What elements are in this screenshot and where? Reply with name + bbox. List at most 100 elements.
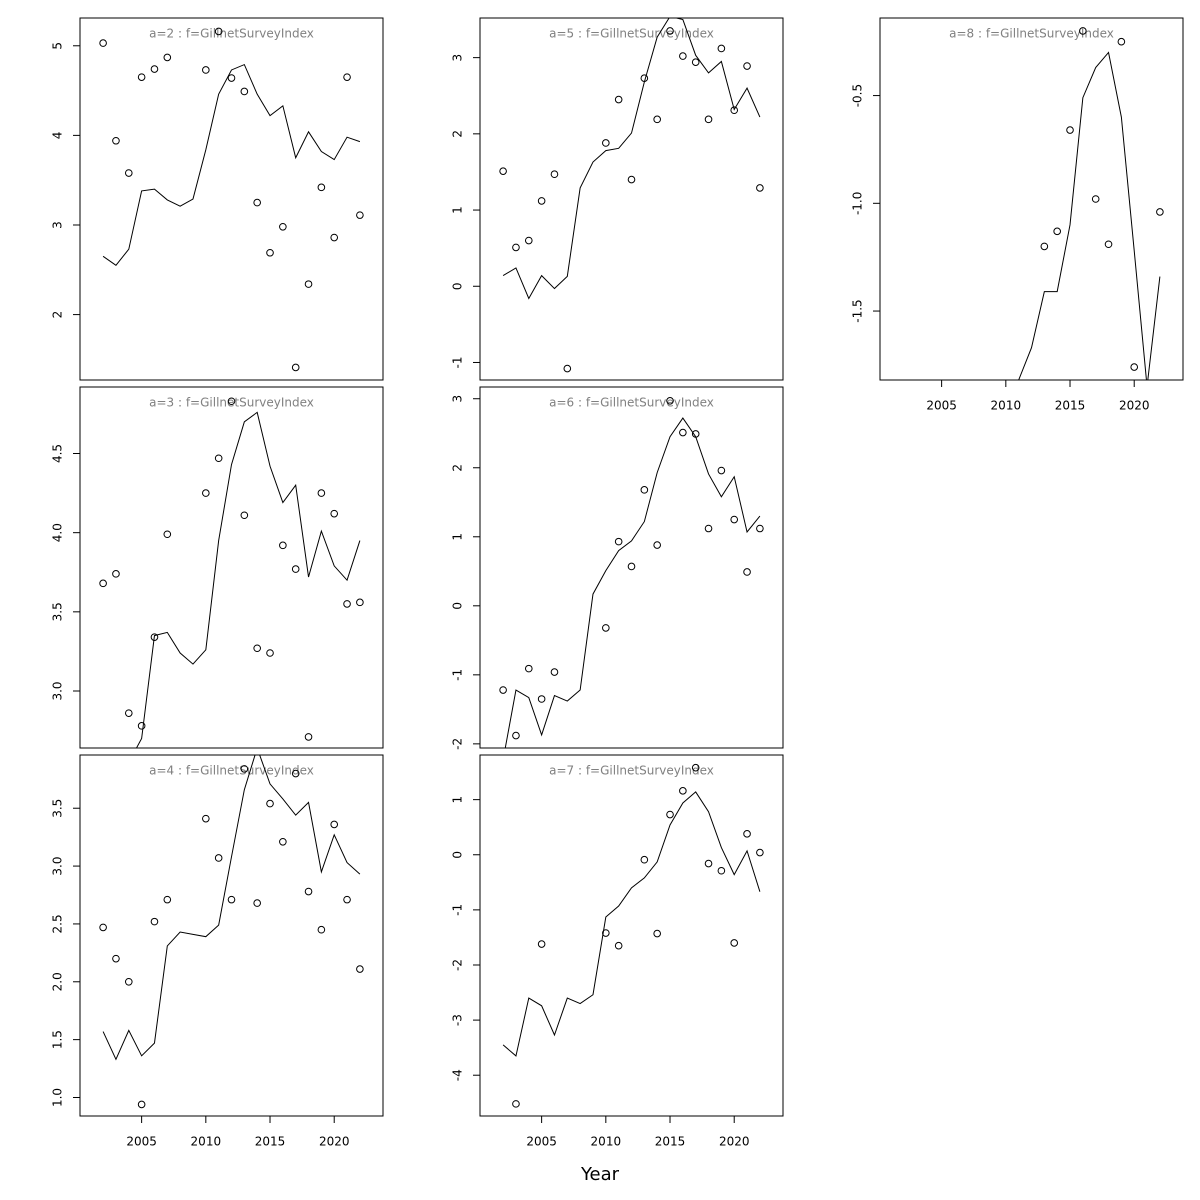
observed-point: [112, 136, 120, 145]
observed-point: [356, 598, 364, 607]
observed-point: [356, 965, 364, 973]
observed-point: [304, 887, 313, 896]
observed-point: [253, 644, 261, 653]
observed-point: [679, 428, 687, 437]
observed-point: [524, 236, 533, 245]
observed-point: [614, 537, 623, 546]
x-tick-label: 2020: [319, 1135, 350, 1149]
y-tick-label: 2.5: [51, 914, 65, 933]
observed-point: [499, 167, 507, 175]
plot-area: [99, 755, 364, 1109]
observed-point: [550, 170, 559, 179]
plot-area: [941, 27, 1164, 380]
x-tick-label: 2020: [1119, 399, 1150, 413]
panel-frame: [479, 17, 784, 381]
observed-point: [1066, 126, 1074, 134]
observed-point: [679, 52, 687, 60]
plot-area: [502, 763, 764, 1108]
observed-point: [1091, 195, 1100, 203]
y-tick-label: 3.5: [51, 602, 65, 621]
panel-title: a=5 : f=GillnetSurveyIndex: [549, 27, 714, 41]
observed-point: [666, 397, 674, 405]
fitted-line: [102, 63, 361, 266]
observed-point: [214, 854, 223, 862]
observed-point: [717, 44, 726, 53]
observed-point: [163, 895, 172, 904]
observed-point: [343, 600, 351, 608]
panel: a=2 : f=GillnetSurveyIndex 2 3 4 5: [51, 17, 384, 381]
y-tick-label: -0.5: [851, 84, 865, 107]
observed-point: [279, 222, 287, 231]
x-tick-label: 2010: [991, 399, 1022, 413]
observed-point: [704, 115, 713, 124]
observed-point: [304, 280, 313, 288]
y-tick-label: 0: [451, 602, 465, 610]
observed-point: [317, 489, 326, 497]
observed-point: [124, 977, 133, 986]
panel-title: a=3 : f=GillnetSurveyIndex: [149, 396, 314, 410]
y-tick-label: 4: [51, 132, 65, 140]
observed-point: [99, 923, 107, 932]
observed-point: [653, 541, 661, 549]
observed-point: [202, 66, 210, 74]
observed-point: [240, 511, 249, 520]
x-tick-label: 2015: [655, 1135, 686, 1149]
observed-point: [512, 243, 520, 252]
y-tick-label: -1.5: [851, 299, 865, 322]
observed-point: [730, 515, 739, 524]
plot-area: [99, 397, 364, 748]
observed-point: [330, 233, 339, 242]
y-tick-label: 3: [451, 54, 465, 62]
observed-point: [214, 27, 223, 36]
observed-point: [640, 74, 649, 83]
observed-point: [640, 855, 649, 864]
y-tick-label: 5: [51, 42, 65, 50]
observed-point: [1079, 27, 1087, 35]
x-tick-label: 2015: [255, 1135, 286, 1149]
observed-point: [704, 524, 713, 533]
observed-point: [627, 562, 636, 571]
observed-point: [330, 820, 339, 829]
observed-point: [112, 570, 120, 578]
y-tick-label: -3: [451, 1014, 465, 1026]
observed-point: [163, 53, 172, 62]
panel-frame: [79, 386, 384, 749]
observed-point: [202, 814, 210, 823]
y-tick-label: -4: [451, 1069, 465, 1081]
panel-title: a=6 : f=GillnetSurveyIndex: [549, 396, 714, 410]
fitted-line: [504, 417, 761, 748]
observed-point: [356, 211, 364, 219]
y-tick-label: -1.0: [851, 192, 865, 215]
observed-point: [730, 106, 739, 115]
y-tick-label: 3.0: [51, 857, 65, 876]
observed-point: [304, 733, 313, 741]
y-tick-label: 3.5: [51, 799, 65, 818]
fitted-line: [102, 755, 361, 1061]
observed-point: [524, 664, 533, 673]
observed-point: [666, 810, 674, 819]
observed-point: [602, 139, 610, 147]
y-tick-label: 0: [451, 282, 465, 290]
observed-point: [512, 731, 520, 740]
panel-title: a=2 : f=GillnetSurveyIndex: [149, 27, 314, 41]
observed-point: [99, 39, 107, 47]
observed-point: [137, 73, 146, 81]
observed-point: [1130, 363, 1139, 371]
panel-frame: [479, 754, 784, 1117]
observed-point: [1053, 227, 1061, 236]
panel: a=7 : f=GillnetSurveyIndex -4 -3 -2 -1 0 1 2005…: [451, 754, 784, 1149]
observed-point: [291, 769, 300, 778]
observed-point: [279, 541, 287, 550]
panel-frame: [479, 386, 784, 749]
observed-point: [112, 954, 120, 963]
x-tick-label: 2015: [1055, 399, 1086, 413]
observed-point: [343, 895, 351, 904]
y-tick-label: 2: [451, 130, 465, 138]
observed-point: [743, 568, 751, 576]
y-tick-label: 1: [451, 796, 465, 804]
observed-point: [266, 799, 274, 808]
y-tick-label: 0: [451, 851, 465, 859]
observed-point: [614, 941, 623, 950]
observed-point: [202, 489, 210, 497]
